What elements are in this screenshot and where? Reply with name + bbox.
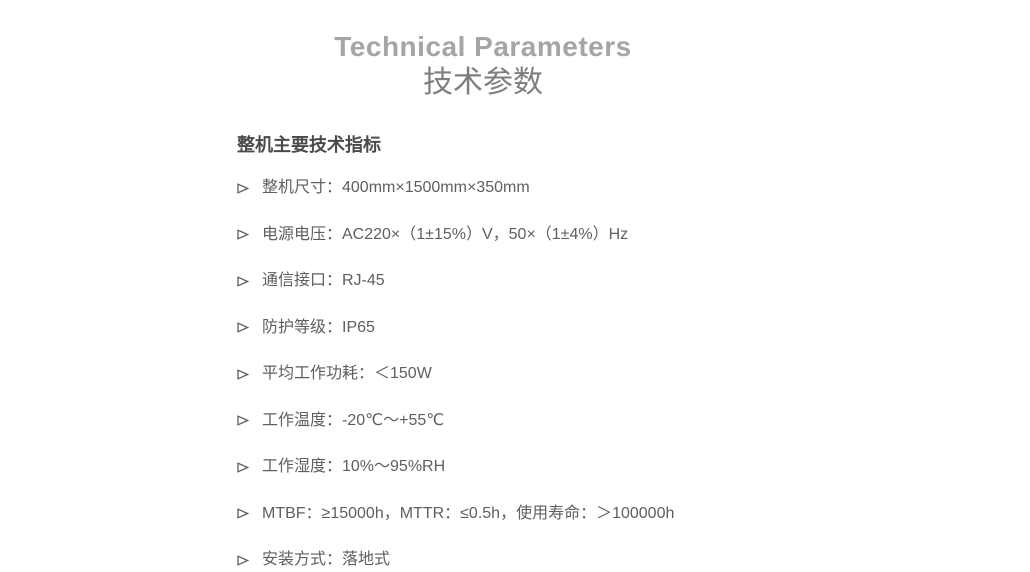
list-item: 防护等级：IP65 (237, 318, 729, 338)
title-chinese: 技术参数 (423, 66, 543, 99)
arrowhead-bullet-icon (237, 411, 249, 431)
list-item: 工作湿度：10%～95%RH (237, 457, 729, 477)
list-item: 整机尺寸：400mm×1500mm×350mm (237, 178, 729, 198)
list-item-text: 电源电压：AC220×（1±15%）V，50×（1±4%）Hz (262, 225, 629, 243)
arrowhead-bullet-icon (237, 550, 249, 570)
list-item: 工作温度：-20℃～+55℃ (237, 411, 729, 431)
section-heading: 整机主要技术指标 (237, 135, 381, 155)
list-item: 电源电压：AC220×（1±15%）V，50×（1±4%）Hz (237, 225, 729, 245)
list-item-text: 防护等级：IP65 (262, 318, 375, 336)
technical-parameters-section: Technical Parameters 技术参数 整机主要技术指标 整机尺寸：… (237, 30, 729, 570)
list-item: 通信接口：RJ-45 (237, 271, 729, 291)
arrowhead-bullet-icon (237, 225, 249, 245)
spec-list: 整机尺寸：400mm×1500mm×350mm 电源电压：AC220×（1±15%… (237, 178, 729, 570)
list-item-text: 工作湿度：10%～95%RH (262, 458, 446, 475)
list-item-text: 整机尺寸：400mm×1500mm×350mm (262, 179, 530, 196)
list-item-text: MTBF：≥15000h，MTTR：≤0.5h，使用寿命：＞100000h (262, 504, 675, 522)
list-item: 平均工作功耗：＜150W (237, 364, 729, 384)
list-item-text: 安装方式：落地式 (262, 551, 391, 568)
arrowhead-bullet-icon (237, 457, 249, 477)
arrowhead-bullet-icon (237, 178, 249, 198)
title-english: Technical Parameters (334, 31, 632, 62)
list-item: MTBF：≥15000h，MTTR：≤0.5h，使用寿命：＞100000h (237, 504, 729, 524)
list-item: 安装方式：落地式 (237, 550, 729, 570)
page-title: Technical Parameters 技术参数 (237, 30, 729, 102)
list-item-text: 工作温度：-20℃～+55℃ (262, 411, 445, 429)
arrowhead-bullet-icon (237, 318, 249, 338)
arrowhead-bullet-icon (237, 504, 249, 524)
arrowhead-bullet-icon (237, 271, 249, 291)
list-item-text: 通信接口：RJ-45 (262, 272, 385, 289)
list-item-text: 平均工作功耗：＜150W (262, 365, 432, 382)
arrowhead-bullet-icon (237, 364, 249, 384)
